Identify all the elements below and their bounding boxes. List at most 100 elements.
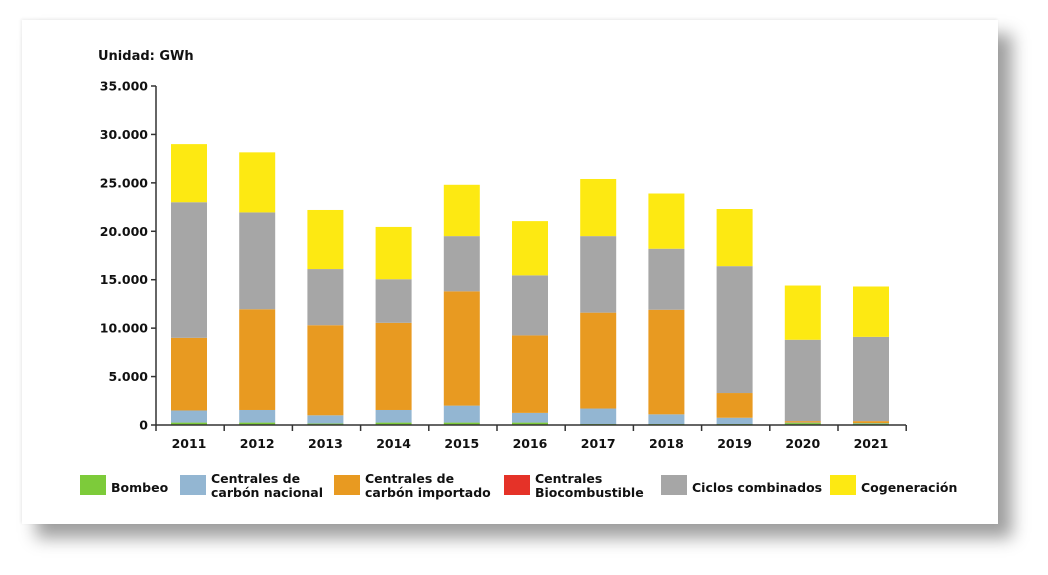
bar-stack-2019 (716, 209, 753, 425)
bar-segment (512, 335, 548, 413)
bar-segment (239, 422, 276, 425)
bar-stack-2016 (512, 221, 548, 425)
bar-stack-2012 (239, 152, 276, 425)
bar-segment (512, 422, 548, 425)
bar-stack-2017 (580, 178, 617, 425)
bar-segment (716, 266, 753, 394)
bar-segment (171, 422, 207, 425)
bars (171, 144, 889, 425)
bar-segment (375, 279, 412, 323)
y-tick-label: 15.000 (100, 272, 149, 287)
x-tick-label: 2011 (172, 436, 207, 451)
bar-stack-2020 (784, 285, 821, 425)
bar-segment (853, 421, 889, 424)
x-tick-label: 2012 (240, 436, 275, 451)
legend-label: Centrales de (365, 471, 454, 486)
bar-segment (853, 336, 889, 422)
bar-segment (512, 221, 548, 276)
bar-segment (239, 409, 276, 423)
legend-label: Cogeneración (861, 480, 957, 495)
y-axis: 0 5.000 10.000 15.000 20.000 25.000 30.000 35.0… (100, 79, 157, 433)
bar-segment (239, 152, 276, 213)
bar-segment (171, 202, 207, 338)
y-tick-label: 25.000 (100, 175, 149, 190)
legend-label: Ciclos combinados (692, 480, 822, 495)
stacked-bar-chart: Unidad: GWh 0 5.000 10.000 15.000 20.000 25.0… (80, 49, 957, 500)
y-tick-label: 0 (139, 418, 148, 433)
bar-segment (853, 286, 889, 337)
legend-label: Centrales (535, 471, 602, 486)
bar-segment (784, 339, 821, 422)
bar-segment (784, 285, 821, 340)
bar-segment (307, 269, 344, 326)
legend-item: Bombeo (80, 475, 169, 495)
x-tick-label: 2021 (854, 436, 889, 451)
bar-stack-2021 (853, 286, 889, 425)
bar-segment (443, 291, 480, 406)
bar-segment (375, 322, 412, 410)
bar-segment (716, 209, 753, 267)
bar-stack-2015 (443, 184, 480, 425)
bar-segment (239, 212, 276, 310)
legend-label: carbón importado (365, 485, 491, 500)
y-tick-label: 30.000 (100, 127, 149, 142)
bar-segment (375, 409, 412, 423)
x-axis: 2011 2012 2013 2014 2015 2016 2017 2018 2019 2020… (155, 424, 907, 451)
x-tick-label: 2015 (444, 436, 479, 451)
bar-segment (512, 275, 548, 336)
legend-item: Cogeneración (830, 475, 957, 495)
legend-item: Ciclos combinados (661, 475, 822, 495)
bar-segment (648, 414, 685, 425)
bar-segment (580, 312, 617, 409)
x-tick-label: 2018 (649, 436, 684, 451)
bar-segment (171, 144, 207, 203)
bar-segment (512, 412, 548, 423)
y-tick-label: 5.000 (108, 369, 148, 384)
bar-segment (716, 417, 753, 425)
bar-segment (648, 193, 685, 249)
y-tick-label: 35.000 (100, 79, 149, 94)
x-tick-label: 2013 (308, 436, 343, 451)
legend-swatch (830, 475, 856, 495)
legend-label: Biocombustible (535, 485, 644, 500)
bar-segment (580, 178, 617, 237)
bar-segment (307, 325, 344, 416)
bar-segment (443, 422, 480, 425)
bar-segment (443, 405, 480, 423)
y-tick-label: 20.000 (100, 224, 149, 239)
bar-segment (307, 209, 344, 270)
bar-segment (580, 236, 617, 313)
y-tick-label: 10.000 (100, 321, 149, 336)
unit-label: Unidad: GWh (98, 49, 194, 64)
legend-swatch (661, 475, 687, 495)
bar-segment (307, 415, 344, 424)
legend-label: Centrales de (211, 471, 300, 486)
legend-label: carbón nacional (211, 485, 323, 500)
bar-segment (171, 410, 207, 423)
bar-segment (443, 236, 480, 292)
x-tick-label: 2017 (581, 436, 616, 451)
bar-segment (784, 423, 821, 425)
x-tick-label: 2019 (717, 436, 752, 451)
bar-segment (648, 309, 685, 415)
legend-swatch (180, 475, 206, 495)
bar-stack-2013 (307, 209, 344, 425)
bar-segment (443, 184, 480, 237)
bar-segment (171, 337, 207, 411)
bar-segment (375, 226, 412, 280)
legend-swatch (504, 475, 530, 495)
bar-segment (716, 393, 753, 418)
bar-segment (784, 421, 821, 423)
chart-card: Unidad: GWh 0 5.000 10.000 15.000 20.000 25.0… (22, 20, 998, 524)
x-tick-label: 2016 (513, 436, 548, 451)
bar-segment (580, 408, 617, 425)
bar-segment (648, 248, 685, 310)
x-tick-label: 2014 (376, 436, 411, 451)
legend-label: Bombeo (111, 480, 169, 495)
bar-segment (375, 422, 412, 425)
bar-segment (239, 309, 276, 410)
